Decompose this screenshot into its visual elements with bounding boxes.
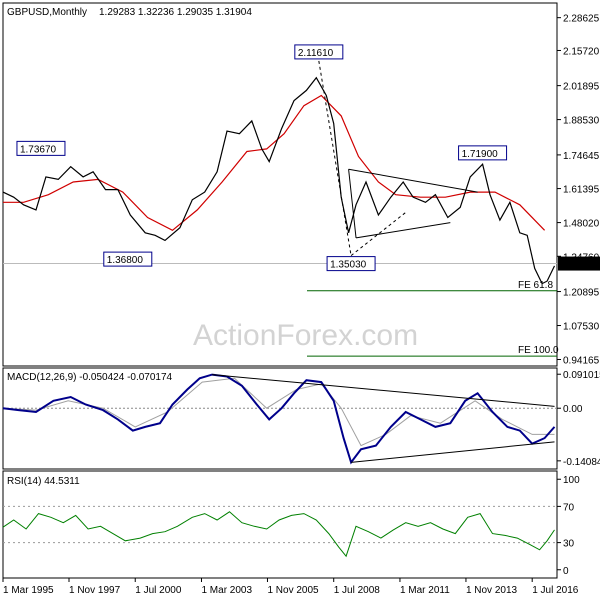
- price-annotation-label: 1.36800: [107, 255, 144, 266]
- x-tick-label: 1 Nov 1997: [69, 585, 121, 596]
- price-y-tick-label: 2.15720: [563, 46, 600, 57]
- last-price-label: 1.31904: [561, 260, 598, 271]
- triangle-trendline: [348, 168, 478, 193]
- rsi-y-tick-label: 0: [563, 566, 569, 577]
- rsi-layer: 100 70 30 0: [2, 475, 580, 577]
- x-tick-label: 1 Jul 2000: [135, 585, 182, 596]
- rsi-y-tick-label: 30: [563, 539, 575, 550]
- price-panel-title: GBPUSD,Monthly: [7, 7, 87, 18]
- x-tick-label: 1 Mar 1995: [3, 585, 54, 596]
- price-layer: 2.28625 2.15720 2.01895 1.88530 1.74645 1.613…: [2, 14, 600, 366]
- triangle-trendline: [348, 169, 357, 238]
- macd-y-tick-label: 0.00: [563, 404, 583, 415]
- triangle-trendline: [355, 222, 451, 239]
- macd-signal-line: [2, 377, 555, 447]
- x-tick-label: 1 Mar 2003: [201, 585, 252, 596]
- macd-panel-frame: [2, 367, 558, 470]
- price-annotation-label: 1.71900: [462, 149, 499, 160]
- rsi-panel-frame: [2, 470, 558, 579]
- x-tick-label: 1 Nov 2005: [267, 585, 319, 596]
- macd-y-tick-label: 0.091015: [563, 370, 600, 381]
- watermark-text: ActionForex.com: [193, 319, 418, 352]
- price-y-tick-label: 0.94165: [563, 355, 600, 366]
- price-y-tick-label: 2.01895: [563, 82, 600, 93]
- macd-y-tick-label: -0.140843: [563, 457, 600, 468]
- price-annotation-box: [16, 140, 66, 156]
- price-annotation-box: [458, 145, 508, 161]
- fibo-label: FE 61.8: [518, 280, 553, 291]
- x-tick-label: 1 Mar 2011: [400, 585, 450, 596]
- price-y-tick-label: 1.07530: [563, 322, 600, 333]
- price-y-tick-label: 1.20895: [563, 288, 600, 299]
- rsi-line: [2, 511, 555, 558]
- x-axis: 1 Mar 1995 1 Nov 1997 1 Jul 2000 1 Mar 2003…: [2, 578, 579, 596]
- ohlc-header: 1.29283 1.32236 1.29035 1.31904: [99, 7, 252, 18]
- rsi-y-tick-label: 70: [563, 502, 575, 513]
- swing-dashed-line: [318, 60, 352, 256]
- last-price-box: [558, 256, 600, 271]
- x-tick-label: 1 Jul 2016: [532, 585, 579, 596]
- price-annotation-box: [326, 256, 376, 272]
- macd-upper-trendline: [212, 374, 555, 407]
- macd-layer: 0.091015 0.00 -0.140843: [2, 370, 600, 468]
- price-y-tick-label: 2.28625: [563, 14, 600, 25]
- price-y-tick-label: 1.61395: [563, 185, 600, 196]
- rsi-y-tick-label: 100: [563, 475, 580, 486]
- macd-panel-title: MACD(12,26,9) -0.050424 -0.070174: [7, 372, 173, 383]
- price-line: [2, 76, 556, 285]
- price-y-tick-label: 1.74645: [563, 151, 600, 162]
- price-y-tick-label: 1.48020: [563, 219, 600, 230]
- price-panel-frame: [2, 2, 558, 367]
- x-tick-label: 1 Nov 2013: [466, 585, 518, 596]
- price-annotation-label: 1.73670: [20, 144, 57, 155]
- price-annotation-label: 1.35030: [330, 260, 367, 271]
- price-y-tick-label: 1.88530: [563, 116, 600, 127]
- x-tick-label: 1 Jul 2008: [334, 585, 381, 596]
- fibo-label: FE 100.0: [518, 345, 559, 356]
- price-annotation-label: 2.11610: [298, 48, 334, 59]
- price-annotation-box: [294, 44, 344, 60]
- rsi-panel-title: RSI(14) 44.5311: [7, 476, 80, 487]
- price-annotation-box: [103, 251, 153, 267]
- macd-lower-trendline: [351, 441, 555, 463]
